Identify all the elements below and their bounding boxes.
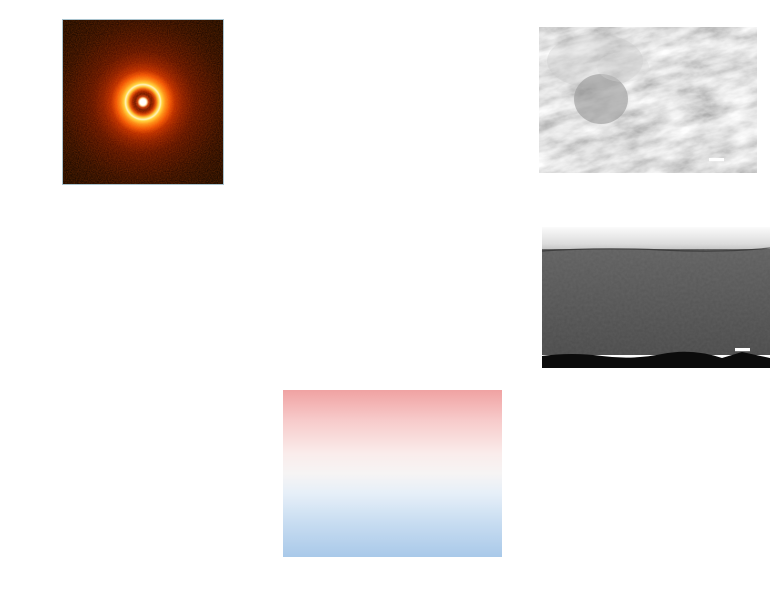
permittivity-chart xyxy=(20,383,270,590)
sem-cross-section-image xyxy=(542,227,770,368)
sem-bright-cluster xyxy=(547,34,643,88)
saxs-pattern-image xyxy=(62,19,224,185)
scale-bar xyxy=(735,348,750,352)
saxs-intensity-chart xyxy=(270,10,505,222)
distribution-schematic xyxy=(283,390,502,557)
saxs-noise-overlay xyxy=(63,20,223,184)
film-top-edge xyxy=(542,247,770,252)
sem-highlight xyxy=(597,52,649,82)
structure-schematic xyxy=(0,195,540,390)
percolation-current-chart xyxy=(498,380,781,590)
substrate-dark-band xyxy=(542,351,770,368)
sem-nanocrystals-image xyxy=(539,27,757,173)
field-gradient-background xyxy=(283,390,502,557)
scale-bar xyxy=(709,158,724,162)
sem-large-particle xyxy=(574,74,628,124)
